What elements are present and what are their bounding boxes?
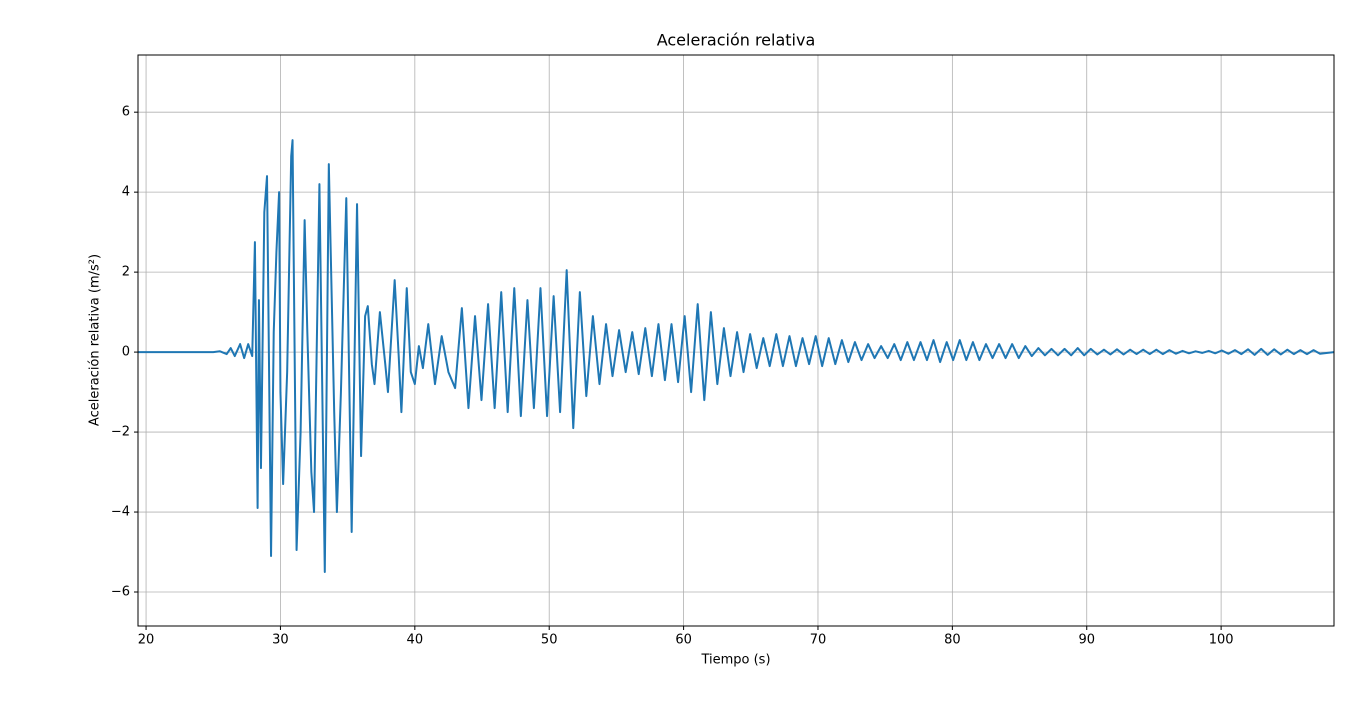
- chart-title: Aceleración relativa: [657, 31, 816, 50]
- y-tick-label: −6: [111, 585, 130, 600]
- x-tick-label: 60: [675, 633, 692, 648]
- y-tick-label: −4: [111, 505, 130, 520]
- x-tick-label: 50: [541, 633, 558, 648]
- x-axis-label: Tiempo (s): [700, 653, 770, 668]
- y-tick-label: 4: [122, 185, 130, 200]
- y-tick-label: 6: [122, 105, 130, 120]
- x-tick-label: 20: [138, 633, 155, 648]
- plot-frame: [137, 54, 1335, 627]
- x-tick-label: 70: [810, 633, 827, 648]
- data-line: [138, 139, 1335, 574]
- x-tick-label: 30: [272, 633, 289, 648]
- x-tick-label: 40: [407, 633, 424, 648]
- x-tick-label: 80: [944, 633, 961, 648]
- x-tick-label: 100: [1209, 633, 1234, 648]
- x-tick-label: 90: [1078, 633, 1095, 648]
- y-axis-label: Aceleración relativa (m/s²): [88, 254, 103, 426]
- plot-area: [138, 55, 1335, 626]
- y-tick-label: 2: [122, 265, 130, 280]
- y-tick-label: 0: [122, 345, 130, 360]
- y-tick-label: −2: [111, 425, 130, 440]
